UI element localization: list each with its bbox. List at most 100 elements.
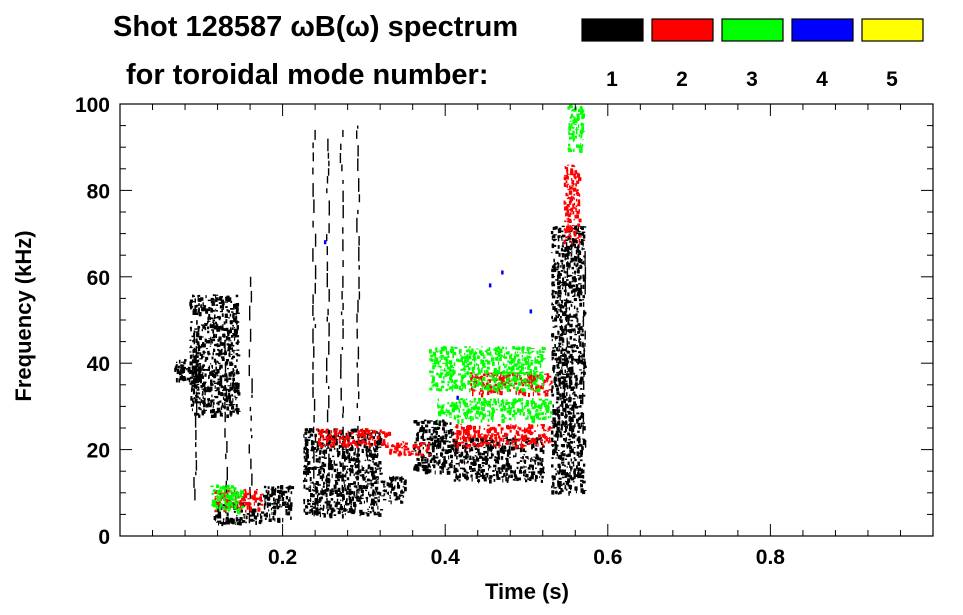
spectral-mark — [516, 354, 520, 357]
spectral-mark — [477, 438, 480, 443]
spectral-mark — [214, 390, 218, 392]
spectral-mark — [568, 190, 573, 195]
spectral-mark — [576, 269, 580, 274]
spectral-mark — [569, 212, 572, 216]
spectral-mark — [582, 231, 585, 236]
spectral-mark — [495, 460, 499, 464]
spectral-mark — [529, 440, 533, 444]
spectral-mark — [566, 466, 568, 468]
spectral-mark — [456, 475, 460, 479]
spectral-mark — [423, 464, 427, 470]
spectral-mark — [322, 473, 325, 477]
spectral-mark — [528, 471, 531, 473]
spectral-mark — [555, 301, 557, 305]
spectral-mark — [257, 504, 260, 507]
spectral-mark — [565, 213, 569, 216]
spectral-mark — [565, 180, 568, 183]
spectral-mark — [267, 502, 272, 507]
spectral-mark — [203, 408, 205, 410]
spectral-mark — [578, 331, 580, 334]
spectral-mark — [564, 302, 567, 307]
spectral-mark — [200, 385, 204, 388]
spectral-mark — [436, 443, 441, 448]
spectral-mark — [573, 350, 577, 353]
spectral-mark — [245, 521, 247, 524]
spectral-mark — [194, 298, 196, 303]
spectral-mark — [572, 227, 575, 230]
spectral-mark — [568, 418, 571, 422]
spectral-streak — [566, 340, 568, 348]
spectral-mark — [230, 502, 233, 505]
spectral-mark — [504, 385, 507, 388]
spectral-mark — [580, 388, 583, 390]
spectral-mark — [319, 458, 321, 464]
spectral-mark — [191, 408, 193, 412]
spectral-mark — [222, 386, 226, 388]
spectral-mark — [366, 513, 370, 517]
spectral-mark — [193, 375, 197, 378]
spectral-mark — [368, 464, 371, 466]
spectral-mark — [566, 172, 569, 175]
spectral-mark — [555, 268, 559, 271]
spectral-mark — [539, 472, 542, 475]
spectral-mark — [531, 347, 535, 349]
spectral-mark — [374, 486, 379, 491]
spectral-mark — [219, 495, 223, 499]
spectral-mark — [189, 351, 192, 353]
spectral-mark — [570, 253, 573, 257]
spectral-mark — [431, 381, 435, 384]
spectral-mark — [220, 507, 223, 511]
spectral-mark — [325, 428, 328, 432]
spectral-mark — [534, 359, 537, 363]
spectral-mark — [307, 461, 311, 465]
spectral-mark — [577, 331, 579, 335]
spectral-mark — [551, 457, 554, 459]
spectral-mark — [289, 502, 293, 507]
spectral-mark — [315, 455, 318, 457]
spectral-mark — [579, 264, 582, 269]
spectral-mark — [576, 374, 578, 379]
spectral-mark — [354, 448, 356, 453]
spectral-mark — [456, 455, 458, 460]
spectral-mark — [225, 520, 229, 525]
spectral-mark — [377, 505, 379, 510]
spectral-mark — [507, 385, 511, 388]
spectral-mark — [426, 420, 430, 424]
spectral-mark — [215, 295, 217, 299]
spectral-mark — [575, 490, 577, 494]
spectral-mark — [531, 464, 534, 469]
spectral-mark — [539, 385, 544, 390]
spectral-mark — [566, 206, 569, 211]
spectral-mark — [219, 488, 221, 493]
spectral-mark — [556, 453, 559, 457]
spectral-mark — [490, 441, 494, 444]
spectral-mark — [229, 411, 233, 416]
spectral-streak — [326, 357, 328, 372]
spectral-mark — [542, 424, 545, 427]
spectral-mark — [303, 465, 306, 468]
spectral-mark — [551, 236, 553, 240]
spectral-mark — [215, 411, 219, 414]
spectral-mark — [317, 492, 320, 496]
spectral-mark — [563, 269, 565, 273]
spectral-mark — [214, 496, 217, 498]
spectral-mark — [226, 494, 230, 498]
spectral-mark — [558, 304, 560, 308]
spectral-mark — [514, 455, 517, 458]
spectral-mark — [456, 434, 458, 438]
spectral-mark — [396, 484, 401, 489]
spectral-mark — [233, 327, 235, 329]
spectral-mark — [462, 361, 466, 366]
spectral-mark — [542, 384, 544, 388]
spectral-mark — [230, 499, 232, 504]
spectral-mark — [326, 437, 329, 440]
spectral-mark — [493, 379, 497, 384]
spectral-mark — [350, 445, 353, 447]
spectral-mark — [439, 444, 442, 449]
spectral-mark — [531, 443, 535, 449]
spectral-mark — [563, 333, 567, 335]
spectral-mark — [196, 401, 200, 404]
spectral-mark — [516, 461, 520, 464]
spectral-mark — [207, 350, 210, 355]
spectral-mark — [328, 434, 332, 437]
